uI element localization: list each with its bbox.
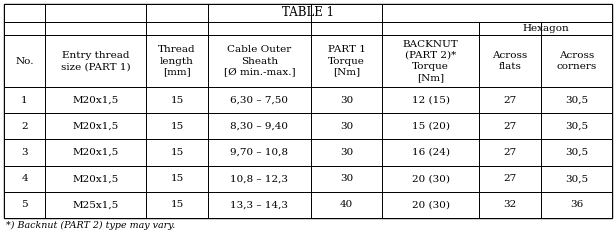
Text: 10,8 – 12,3: 10,8 – 12,3 (230, 174, 288, 183)
Text: Cable Outer
Sheath
[Ø min.-max.]: Cable Outer Sheath [Ø min.-max.] (224, 46, 295, 77)
Text: M20x1,5: M20x1,5 (73, 96, 119, 105)
Bar (4, 22, 479, 35)
Text: M20x1,5: M20x1,5 (73, 148, 119, 157)
Text: Thread
length
[mm]: Thread length [mm] (158, 46, 196, 77)
Bar (4, 139, 612, 166)
Text: 20 (30): 20 (30) (412, 201, 450, 209)
Bar (4, 4, 612, 22)
Text: 16 (24): 16 (24) (412, 148, 450, 157)
Text: PART 1
Torque
[Nm]: PART 1 Torque [Nm] (328, 46, 365, 77)
Text: 30: 30 (340, 148, 353, 157)
Text: 2: 2 (22, 122, 28, 131)
Bar (4, 87, 612, 113)
Text: 20 (30): 20 (30) (412, 174, 450, 183)
Text: 4: 4 (22, 174, 28, 183)
Text: TABLE 1: TABLE 1 (282, 6, 334, 19)
Text: 9,70 – 10,8: 9,70 – 10,8 (230, 148, 288, 157)
Text: 12 (15): 12 (15) (412, 96, 450, 105)
Bar (4, 113, 612, 139)
Text: M20x1,5: M20x1,5 (73, 122, 119, 131)
Text: 30,5: 30,5 (565, 122, 588, 131)
Text: 27: 27 (503, 174, 517, 183)
Text: 30,5: 30,5 (565, 96, 588, 105)
Text: 27: 27 (503, 122, 517, 131)
Text: M25x1,5: M25x1,5 (73, 201, 119, 209)
Text: 8,30 – 9,40: 8,30 – 9,40 (230, 122, 288, 131)
Text: 27: 27 (503, 96, 517, 105)
Text: Across
flats: Across flats (493, 51, 528, 71)
Text: 3: 3 (22, 148, 28, 157)
Text: 32: 32 (503, 201, 517, 209)
Text: 30: 30 (340, 174, 353, 183)
Text: 27: 27 (503, 148, 517, 157)
Text: 15: 15 (171, 174, 184, 183)
Text: 15: 15 (171, 96, 184, 105)
Bar (479, 22, 612, 35)
Bar (4, 166, 612, 192)
Text: 30,5: 30,5 (565, 174, 588, 183)
Text: *) Backnut (PART 2) type may vary.: *) Backnut (PART 2) type may vary. (6, 221, 175, 230)
Text: 15: 15 (171, 148, 184, 157)
Text: 40: 40 (340, 201, 353, 209)
Text: BACKNUT
(PART 2)*
Torque
[Nm]: BACKNUT (PART 2)* Torque [Nm] (403, 40, 459, 82)
Text: M20x1,5: M20x1,5 (73, 174, 119, 183)
Text: 6,30 – 7,50: 6,30 – 7,50 (230, 96, 288, 105)
Text: 15 (20): 15 (20) (412, 122, 450, 131)
Text: Hexagon: Hexagon (522, 24, 569, 33)
Text: 36: 36 (570, 201, 583, 209)
Text: Entry thread
size (PART 1): Entry thread size (PART 1) (61, 51, 131, 71)
Text: No.: No. (15, 57, 34, 66)
Text: 5: 5 (22, 201, 28, 209)
Text: 15: 15 (171, 122, 184, 131)
Text: 1: 1 (22, 96, 28, 105)
Bar (4, 35, 612, 87)
Text: 30: 30 (340, 122, 353, 131)
Text: 30: 30 (340, 96, 353, 105)
Bar (4, 192, 612, 218)
Text: 13,3 – 14,3: 13,3 – 14,3 (230, 201, 288, 209)
Text: Across
corners: Across corners (556, 51, 596, 71)
Text: 30,5: 30,5 (565, 148, 588, 157)
Text: 15: 15 (171, 201, 184, 209)
